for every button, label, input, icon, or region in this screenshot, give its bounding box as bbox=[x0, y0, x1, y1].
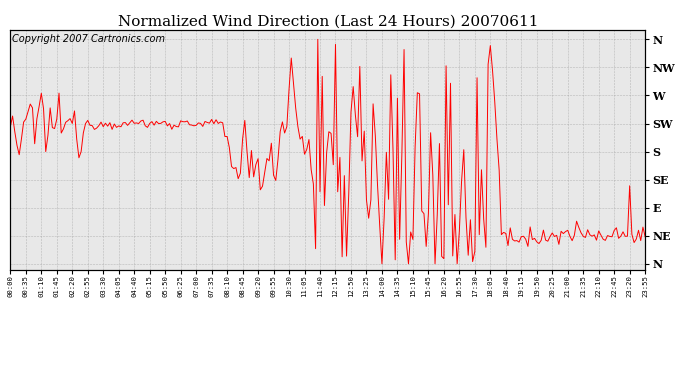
Text: Copyright 2007 Cartronics.com: Copyright 2007 Cartronics.com bbox=[12, 34, 165, 44]
Title: Normalized Wind Direction (Last 24 Hours) 20070611: Normalized Wind Direction (Last 24 Hours… bbox=[117, 15, 538, 29]
